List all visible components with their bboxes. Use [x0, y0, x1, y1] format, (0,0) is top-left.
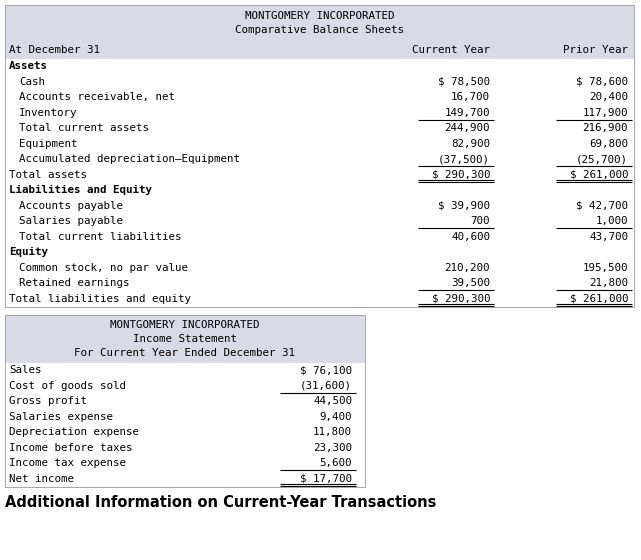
- Bar: [5, 394, 365, 409]
- Bar: [5, 378, 365, 394]
- Text: Total liabilities and equity: Total liabilities and equity: [9, 294, 191, 304]
- Bar: [5, 245, 634, 260]
- Text: 23,300: 23,300: [313, 443, 352, 452]
- Text: Retained earnings: Retained earnings: [19, 278, 129, 288]
- Bar: [5, 409, 365, 424]
- Text: Additional Information on Current-Year Transactions: Additional Information on Current-Year T…: [5, 495, 437, 510]
- Bar: [5, 362, 365, 378]
- Text: 16,700: 16,700: [451, 92, 490, 102]
- Bar: [5, 440, 365, 455]
- Bar: [5, 74, 634, 90]
- Text: Comparative Balance Sheets: Comparative Balance Sheets: [235, 25, 404, 35]
- Text: MONTGOMERY INCORPORATED: MONTGOMERY INCORPORATED: [245, 11, 394, 21]
- Bar: [5, 455, 365, 471]
- Text: 195,500: 195,500: [583, 263, 628, 273]
- Bar: [5, 58, 634, 74]
- Text: 9,400: 9,400: [319, 412, 352, 422]
- Text: Salaries expense: Salaries expense: [9, 412, 113, 422]
- Text: $ 78,500: $ 78,500: [438, 77, 490, 87]
- Text: 44,500: 44,500: [313, 396, 352, 406]
- Text: $ 39,900: $ 39,900: [438, 200, 490, 211]
- Text: Liabilities and Equity: Liabilities and Equity: [9, 185, 152, 195]
- Bar: [5, 136, 634, 152]
- Bar: [5, 260, 634, 276]
- Text: (25,700): (25,700): [576, 154, 628, 164]
- Text: Prior Year: Prior Year: [563, 45, 628, 55]
- Text: (37,500): (37,500): [438, 154, 490, 164]
- Text: 21,800: 21,800: [589, 278, 628, 288]
- Text: 43,700: 43,700: [589, 232, 628, 242]
- Text: Equipment: Equipment: [19, 139, 78, 149]
- Text: 40,600: 40,600: [451, 232, 490, 242]
- Text: At December 31: At December 31: [9, 45, 100, 55]
- Bar: [5, 167, 634, 183]
- Text: 1,000: 1,000: [595, 216, 628, 226]
- Bar: [5, 152, 634, 167]
- Bar: [5, 120, 634, 136]
- Bar: [5, 213, 634, 229]
- Bar: [5, 471, 365, 487]
- Text: Total assets: Total assets: [9, 170, 87, 180]
- Text: Common stock, no par value: Common stock, no par value: [19, 263, 188, 273]
- Text: 117,900: 117,900: [583, 108, 628, 118]
- Text: $ 290,300: $ 290,300: [431, 294, 490, 304]
- Text: $ 261,000: $ 261,000: [569, 294, 628, 304]
- Text: Gross profit: Gross profit: [9, 396, 87, 406]
- Text: Equity: Equity: [9, 247, 48, 257]
- Text: Current Year: Current Year: [412, 45, 490, 55]
- Text: $ 78,600: $ 78,600: [576, 77, 628, 87]
- Text: Cash: Cash: [19, 77, 45, 87]
- Bar: [5, 276, 634, 291]
- Bar: [5, 5, 634, 41]
- Text: 149,700: 149,700: [444, 108, 490, 118]
- Text: (31,600): (31,600): [300, 381, 352, 391]
- Text: Accounts payable: Accounts payable: [19, 200, 123, 211]
- Text: For Current Year Ended December 31: For Current Year Ended December 31: [74, 348, 296, 357]
- Text: Income Statement: Income Statement: [133, 334, 237, 343]
- Text: $ 17,700: $ 17,700: [300, 474, 352, 484]
- Text: 244,900: 244,900: [444, 123, 490, 133]
- Text: 39,500: 39,500: [451, 278, 490, 288]
- Text: 69,800: 69,800: [589, 139, 628, 149]
- Text: Total current liabilities: Total current liabilities: [19, 232, 181, 242]
- Text: 82,900: 82,900: [451, 139, 490, 149]
- Text: Sales: Sales: [9, 365, 42, 375]
- Text: $ 42,700: $ 42,700: [576, 200, 628, 211]
- Text: Total current assets: Total current assets: [19, 123, 149, 133]
- Bar: [5, 198, 634, 213]
- Text: 210,200: 210,200: [444, 263, 490, 273]
- Bar: [5, 105, 634, 120]
- Text: Income before taxes: Income before taxes: [9, 443, 133, 452]
- Text: Cost of goods sold: Cost of goods sold: [9, 381, 126, 391]
- Text: Accumulated depreciation–Equipment: Accumulated depreciation–Equipment: [19, 154, 240, 164]
- Bar: [5, 315, 365, 362]
- Text: 700: 700: [470, 216, 490, 226]
- Text: $ 261,000: $ 261,000: [569, 170, 628, 180]
- Text: Depreciation expense: Depreciation expense: [9, 427, 139, 437]
- Text: $ 76,100: $ 76,100: [300, 365, 352, 375]
- Bar: [5, 229, 634, 245]
- Text: MONTGOMERY INCORPORATED: MONTGOMERY INCORPORATED: [110, 320, 260, 329]
- Text: Inventory: Inventory: [19, 108, 78, 118]
- Bar: [5, 424, 365, 440]
- Bar: [5, 90, 634, 105]
- Text: $ 290,300: $ 290,300: [431, 170, 490, 180]
- Bar: [5, 41, 634, 58]
- Text: Assets: Assets: [9, 61, 48, 71]
- Text: Income tax expense: Income tax expense: [9, 458, 126, 468]
- Bar: [5, 183, 634, 198]
- Text: Accounts receivable, net: Accounts receivable, net: [19, 92, 175, 102]
- Text: Salaries payable: Salaries payable: [19, 216, 123, 226]
- Text: 11,800: 11,800: [313, 427, 352, 437]
- Text: 5,600: 5,600: [319, 458, 352, 468]
- Text: 20,400: 20,400: [589, 92, 628, 102]
- Text: Net income: Net income: [9, 474, 74, 484]
- Bar: [5, 291, 634, 306]
- Text: 216,900: 216,900: [583, 123, 628, 133]
